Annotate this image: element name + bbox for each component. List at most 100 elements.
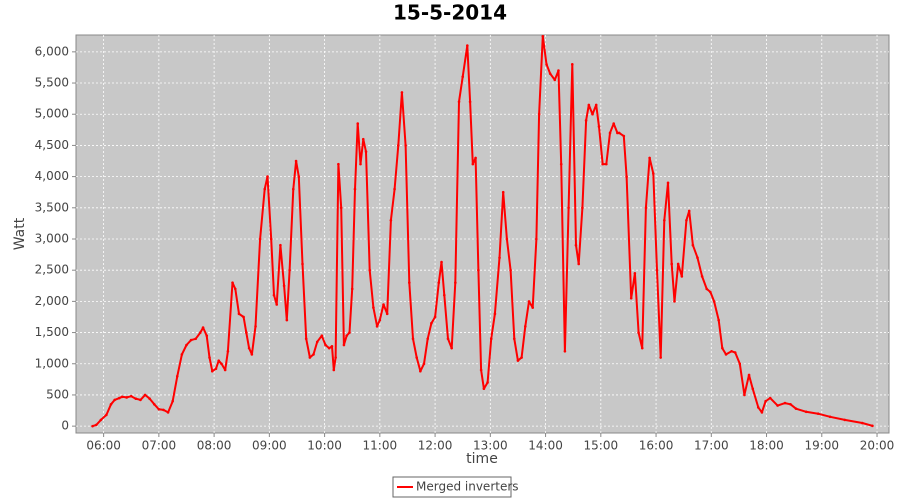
data-point [541, 34, 545, 38]
data-point [577, 262, 581, 266]
data-point [105, 413, 108, 417]
data-point [640, 346, 644, 350]
data-point [520, 356, 523, 359]
y-tick-label: 1,000 [35, 356, 69, 370]
data-point [747, 373, 751, 377]
data-point [648, 156, 651, 160]
data-point [324, 343, 327, 347]
data-point [269, 237, 273, 241]
data-point [446, 337, 450, 341]
x-tick-label: 07:00 [142, 439, 177, 453]
data-point [516, 359, 520, 362]
data-point [231, 281, 234, 284]
data-point [348, 331, 351, 334]
data-point [143, 393, 147, 397]
x-tick-label: 14:00 [528, 439, 563, 453]
data-point [633, 272, 637, 275]
data-point [587, 103, 591, 107]
data-point [356, 122, 360, 125]
data-point [498, 256, 501, 260]
data-point [372, 306, 375, 309]
data-point [430, 321, 433, 325]
data-point [91, 424, 94, 428]
data-point [148, 397, 151, 400]
data-point [194, 337, 197, 341]
data-point [461, 75, 465, 79]
data-point [612, 122, 616, 125]
data-point [685, 218, 688, 222]
data-point [663, 218, 666, 222]
data-point [776, 404, 779, 407]
data-point [385, 312, 389, 316]
data-point [622, 134, 626, 138]
data-point [345, 334, 348, 337]
x-tick-label: 18:00 [749, 439, 784, 453]
data-point [721, 346, 724, 350]
data-point [263, 187, 267, 191]
data-point [382, 303, 385, 306]
data-point [134, 397, 138, 400]
y-tick-label: 2,000 [35, 294, 69, 308]
data-point [617, 131, 621, 135]
data-point [120, 395, 124, 399]
data-point [315, 340, 319, 344]
data-point [109, 403, 113, 406]
data-point [337, 162, 340, 166]
data-point [471, 162, 475, 166]
data-point [339, 206, 343, 210]
data-point [375, 325, 379, 328]
data-point [330, 344, 334, 348]
data-point [408, 281, 411, 284]
data-point [527, 300, 531, 303]
data-point [535, 237, 538, 241]
data-point [717, 318, 720, 322]
x-tick-label: 13:00 [473, 439, 508, 453]
y-tick-label: 500 [46, 387, 69, 401]
data-point [422, 362, 426, 366]
data-point [601, 162, 604, 166]
data-point [419, 369, 422, 373]
data-point [816, 412, 820, 415]
data-point [185, 343, 188, 347]
data-point [400, 91, 404, 94]
data-point [294, 159, 298, 163]
data-point [629, 296, 633, 300]
data-point [226, 349, 230, 353]
data-point [437, 281, 441, 284]
legend-box [392, 476, 512, 498]
data-point [359, 162, 362, 166]
data-point [466, 44, 469, 47]
data-point [258, 237, 262, 241]
data-point [730, 349, 733, 353]
data-point [563, 349, 567, 353]
data-point [764, 399, 767, 403]
data-point [237, 312, 241, 316]
data-point [871, 424, 874, 428]
data-point [189, 338, 193, 342]
y-tick-label: 1,500 [35, 325, 69, 339]
data-point [342, 343, 346, 347]
data-point [712, 300, 716, 303]
y-tick-label: 4,000 [35, 169, 69, 183]
data-point [208, 356, 211, 359]
data-point [378, 318, 382, 322]
data-point [783, 401, 787, 405]
y-tick-label: 3,500 [35, 200, 69, 214]
data-point [574, 243, 578, 247]
x-tick-label: 20:00 [860, 439, 895, 453]
data-point [312, 353, 315, 356]
data-point [404, 144, 407, 147]
y-tick-label: 5,000 [35, 107, 69, 121]
data-point [531, 306, 534, 309]
data-point [512, 337, 516, 341]
data-point [756, 406, 760, 409]
data-point [501, 190, 505, 194]
data-point [709, 290, 712, 294]
data-point [482, 387, 486, 391]
data-point [288, 268, 291, 272]
data-point [655, 268, 659, 272]
data-point [266, 175, 269, 178]
data-point [117, 396, 121, 400]
x-tick-label: 09:00 [252, 439, 287, 453]
